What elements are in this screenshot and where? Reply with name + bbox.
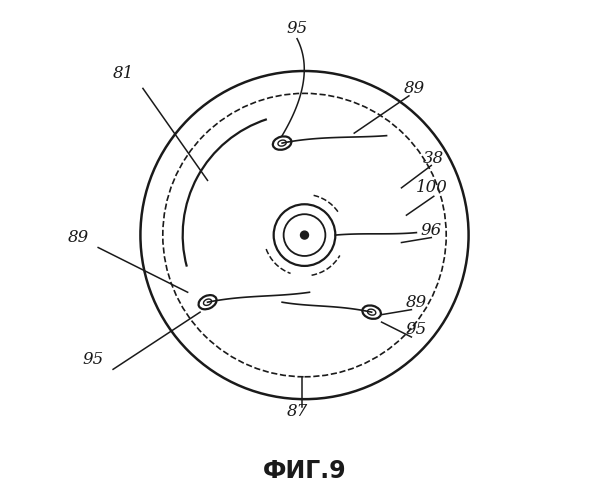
Text: 87: 87	[286, 403, 308, 420]
Text: 100: 100	[415, 180, 447, 196]
Text: 89: 89	[403, 80, 424, 97]
Text: ФИГ.9: ФИГ.9	[262, 460, 347, 483]
Text: 38: 38	[423, 150, 445, 166]
Text: 81: 81	[113, 65, 133, 82]
Text: 89: 89	[406, 294, 427, 310]
Text: 89: 89	[68, 229, 89, 246]
Text: 96: 96	[421, 222, 442, 238]
Text: 95: 95	[83, 351, 104, 368]
Text: 95: 95	[286, 20, 308, 37]
Text: 95: 95	[406, 321, 427, 338]
Circle shape	[300, 231, 309, 239]
